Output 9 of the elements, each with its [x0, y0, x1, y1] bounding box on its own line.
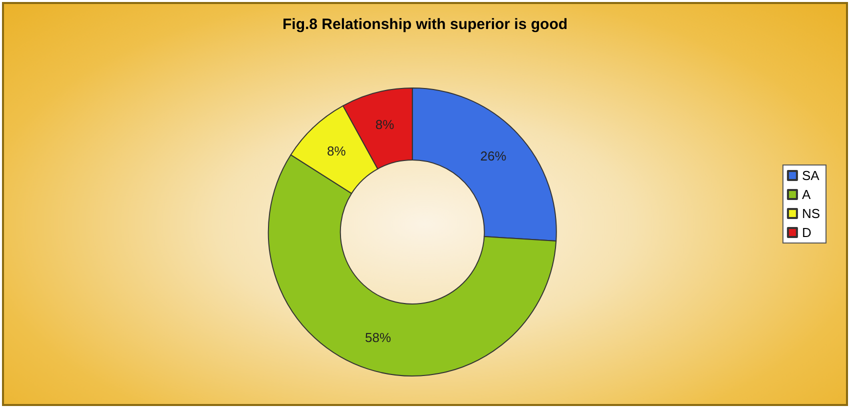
legend-label: SA	[802, 168, 820, 183]
legend-label: D	[802, 225, 812, 240]
data-label: 26%	[480, 148, 507, 164]
chart-title: Fig.8 Relationship with superior is good	[282, 16, 568, 33]
legend-label: NS	[802, 206, 820, 221]
data-label: 8%	[326, 144, 346, 159]
data-label: 58%	[365, 330, 392, 346]
data-label: 8%	[375, 116, 395, 132]
legend-label: A	[802, 187, 811, 202]
